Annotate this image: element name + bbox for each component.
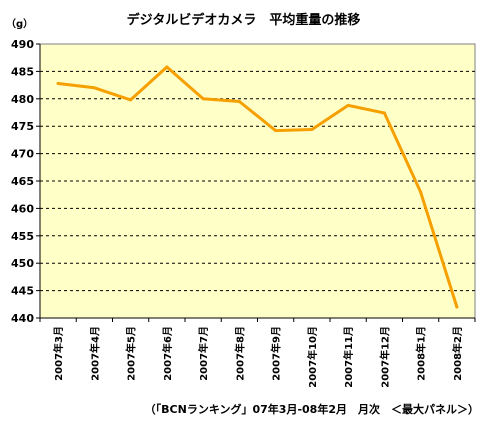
y-tick-label: 485 <box>11 65 34 78</box>
y-tick-label: 465 <box>11 175 34 188</box>
chart-source-note: （「BCNランキング」07年3月-08年2月 月次 ＜最大パネル＞） <box>144 403 479 416</box>
data-point <box>274 129 278 133</box>
x-tick-label: 2007年10月 <box>306 326 319 388</box>
x-tick-label: 2007年12月 <box>378 326 391 388</box>
y-tick-label: 450 <box>11 257 34 270</box>
x-tick-label: 2007年11月 <box>342 326 355 388</box>
y-tick-label: 490 <box>11 38 34 51</box>
data-point <box>455 305 459 309</box>
x-tick-label: 2008年1月 <box>415 326 428 381</box>
y-tick-label: 480 <box>11 93 34 106</box>
series-line <box>56 65 459 309</box>
y-tick-label: 455 <box>11 230 34 243</box>
x-tick-label: 2007年9月 <box>270 326 283 381</box>
data-point <box>56 81 60 85</box>
y-tick-label: 470 <box>11 148 34 161</box>
x-tick-label: 2007年3月 <box>52 326 65 381</box>
y-tick-label: 460 <box>11 202 34 215</box>
y-tick-label: 445 <box>11 285 34 298</box>
data-point <box>382 111 386 115</box>
data-point <box>310 127 314 131</box>
y-tick-label: 440 <box>11 312 34 325</box>
data-point <box>201 97 205 101</box>
data-point <box>129 98 133 102</box>
x-tick-label: 2007年4月 <box>88 326 101 381</box>
x-tick-label: 2007年7月 <box>197 326 210 381</box>
data-point <box>237 100 241 104</box>
x-tick-label: 2008年2月 <box>451 326 464 381</box>
x-tick-label: 2007年5月 <box>125 326 138 381</box>
x-tick-label: 2007年6月 <box>161 326 174 381</box>
data-point <box>419 190 423 194</box>
data-point <box>346 103 350 107</box>
chart-title: デジタルビデオカメラ 平均重量の推移 <box>126 13 361 28</box>
y-tick-label: 475 <box>11 120 34 133</box>
data-point <box>165 65 169 69</box>
y-axis-label: （g） <box>6 19 34 30</box>
x-tick-label: 2007年8月 <box>233 326 246 381</box>
data-point <box>92 86 96 90</box>
